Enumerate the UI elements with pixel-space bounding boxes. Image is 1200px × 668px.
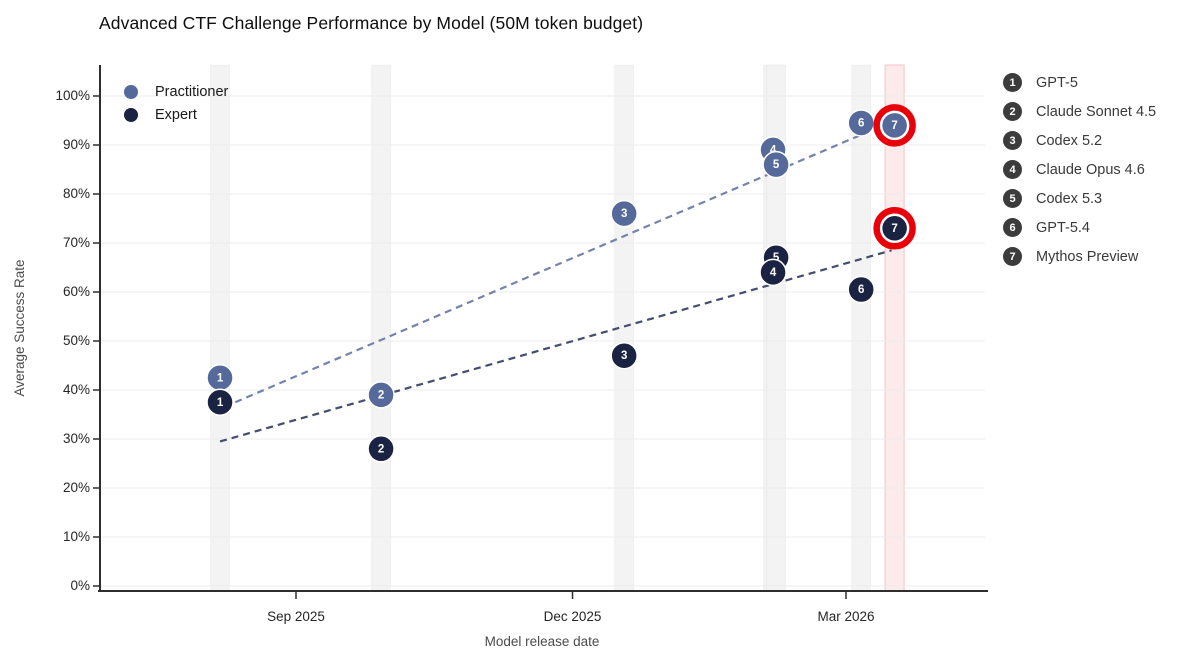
point-label-expert-4: 4 — [770, 267, 777, 279]
point-practitioner-7 — [880, 111, 909, 140]
y-tick-label: 70% — [62, 235, 90, 250]
model-number-badge: 3 — [1003, 131, 1022, 150]
model-legend-item-3: 3 Codex 5.2 — [1003, 126, 1156, 155]
y-tick-label: 20% — [62, 480, 90, 495]
x-tick-label: Sep 2025 — [267, 609, 325, 624]
point-expert-3 — [610, 341, 638, 370]
y-tick-label: 60% — [62, 284, 90, 299]
y-tick-label: 0% — [70, 578, 90, 593]
model-legend-item-5: 5 Codex 5.3 — [1003, 184, 1156, 213]
model-name-label: GPT-5 — [1036, 74, 1078, 91]
point-label-expert-5: 5 — [773, 252, 780, 264]
point-label-practitioner-1: 1 — [217, 372, 224, 384]
point-label-expert-6: 6 — [858, 284, 864, 296]
y-tick-label: 90% — [62, 137, 90, 152]
y-tick-label: 40% — [62, 382, 90, 397]
model-legend-item-7: 7 Mythos Preview — [1003, 242, 1156, 271]
release-band — [210, 65, 230, 591]
release-band — [766, 65, 786, 591]
model-legend-item-4: 4 Claude Opus 4.6 — [1003, 155, 1156, 184]
point-label-expert-2: 2 — [378, 443, 384, 455]
y-tick-label: 80% — [62, 186, 90, 201]
expert-trend-line — [219, 249, 892, 443]
point-expert-2 — [367, 435, 395, 463]
point-label-practitioner-3: 3 — [621, 208, 627, 220]
model-name-label: Codex 5.2 — [1036, 132, 1103, 149]
model-number-badge: 2 — [1003, 102, 1022, 121]
model-legend-item-1: 1 GPT-5 — [1003, 68, 1156, 97]
y-tick-label: 100% — [55, 88, 90, 103]
practitioner-dot-icon — [124, 84, 138, 99]
point-label-expert-3: 3 — [621, 350, 627, 362]
point-label-practitioner-4: 4 — [770, 144, 777, 156]
model-number-badge: 5 — [1003, 189, 1022, 208]
point-practitioner-3 — [610, 199, 638, 228]
model-name-label: Mythos Preview — [1036, 248, 1139, 265]
chart-title: Advanced CTF Challenge Performance by Mo… — [99, 13, 644, 33]
point-practitioner-2 — [367, 381, 395, 409]
model-name-label: Claude Sonnet 4.5 — [1036, 103, 1157, 120]
expert-dot-icon — [124, 107, 138, 122]
model-number-badge: 7 — [1003, 247, 1022, 266]
y-tick-label: 10% — [62, 529, 90, 544]
point-label-expert-1: 1 — [217, 397, 224, 409]
point-label-practitioner-7: 7 — [891, 120, 897, 132]
point-label-practitioner-5: 5 — [773, 159, 780, 171]
model-legend-item-6: 6 GPT-5.4 — [1003, 213, 1156, 242]
x-axis-title: Model release date — [484, 634, 600, 649]
release-band — [614, 65, 634, 591]
release-band — [851, 65, 871, 591]
y-axis-title: Average Success Rate — [12, 259, 27, 397]
y-tick-label: 30% — [62, 431, 90, 446]
point-label-expert-7: 7 — [891, 223, 897, 235]
release-band — [371, 65, 391, 591]
model-name-label: Claude Opus 4.6 — [1036, 161, 1145, 178]
series-legend: Practitioner Expert — [124, 80, 228, 126]
point-expert-6 — [847, 275, 875, 304]
y-tick-label: 50% — [62, 333, 90, 348]
model-legend-item-2: 2 Claude Sonnet 4.5 — [1003, 97, 1156, 126]
point-practitioner-5 — [762, 150, 790, 179]
series-legend-label-expert: Expert — [155, 106, 197, 123]
point-expert-7 — [880, 214, 909, 243]
point-label-practitioner-2: 2 — [378, 389, 384, 401]
model-name-label: Codex 5.3 — [1036, 190, 1103, 207]
series-legend-item-expert: Expert — [124, 103, 228, 126]
model-number-badge: 4 — [1003, 160, 1022, 179]
model-number-badge: 1 — [1003, 73, 1022, 92]
x-tick-label: Dec 2025 — [543, 609, 602, 624]
x-tick-label: Mar 2026 — [817, 609, 875, 624]
model-name-label: GPT-5.4 — [1036, 219, 1090, 236]
series-legend-label-practitioner: Practitioner — [155, 83, 229, 100]
practitioner-trend-line — [234, 119, 896, 404]
series-legend-item-practitioner: Practitioner — [124, 80, 228, 103]
point-expert-1 — [206, 388, 234, 416]
model-number-badge: 6 — [1003, 218, 1022, 237]
model-legend: 1 GPT-5 2 Claude Sonnet 4.5 3 Codex 5.2 4 Claud… — [1003, 68, 1156, 271]
point-expert-4 — [759, 258, 787, 287]
point-label-practitioner-6: 6 — [858, 117, 864, 129]
